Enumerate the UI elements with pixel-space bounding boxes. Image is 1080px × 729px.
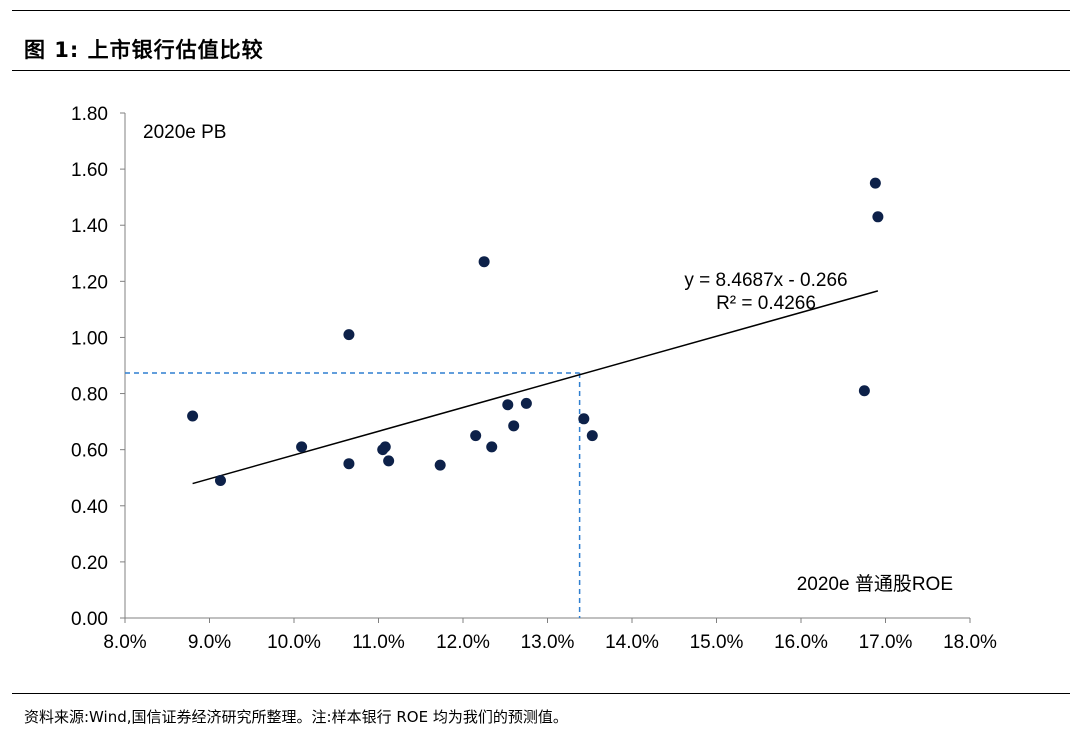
y-tick-label: 1.60 — [71, 160, 108, 181]
data-point — [486, 441, 498, 453]
data-points — [187, 177, 884, 487]
y-tick-label: 0.20 — [71, 553, 108, 574]
trendline — [192, 290, 879, 485]
x-tick-label: 17.0% — [859, 632, 913, 653]
bottom-rule — [12, 693, 1070, 694]
x-tick-label: 14.0% — [605, 632, 659, 653]
data-point — [478, 256, 490, 268]
data-point — [383, 455, 395, 467]
data-point — [187, 410, 199, 422]
y-tick-label: 0.00 — [71, 609, 108, 630]
trendline-equation: y = 8.4687x - 0.266 — [684, 270, 847, 291]
data-point — [296, 441, 308, 453]
y-tick-label: 1.80 — [71, 104, 108, 125]
y-tick-label: 0.40 — [71, 497, 108, 518]
y-tick-label: 1.40 — [71, 216, 108, 237]
data-point — [858, 385, 870, 397]
y-tick-label: 0.60 — [71, 441, 108, 462]
data-point — [872, 211, 884, 223]
figure-title: 图 1: 上市银行估值比较 — [24, 38, 264, 62]
scatter-chart: 0.00 0.20 0.40 0.60 0.80 1.00 1.20 1.40 1.60 1.80… — [71, 104, 997, 653]
y-tick-label: 1.00 — [71, 328, 108, 349]
data-point — [343, 458, 355, 470]
x-tick-label: 13.0% — [521, 632, 575, 653]
trendline-group — [192, 290, 879, 485]
x-tick-label: 9.0% — [188, 632, 231, 653]
x-axis-label: 2020e 普通股ROE — [797, 573, 953, 595]
x-tick-label: 11.0% — [352, 632, 405, 653]
x-tick-label: 18.0% — [943, 632, 997, 653]
top-rule — [12, 10, 1070, 11]
data-point — [869, 177, 881, 189]
x-tick-label: 8.0% — [103, 632, 146, 653]
x-tick-label: 15.0% — [690, 632, 744, 653]
data-point — [578, 413, 590, 425]
x-tick-label: 12.0% — [436, 632, 490, 653]
x-tick-label: 16.0% — [774, 632, 828, 653]
data-point — [520, 397, 532, 409]
reference-lines — [125, 372, 581, 618]
data-point — [470, 430, 482, 442]
data-point — [343, 329, 355, 341]
y-tick-label: 0.80 — [71, 385, 108, 406]
source-note: 资料来源:Wind,国信证券经济研究所整理。注:样本银行 ROE 均为我们的预测… — [24, 708, 568, 726]
y-axis-label: 2020e PB — [143, 122, 226, 143]
title-rule — [12, 70, 1070, 71]
data-point — [502, 399, 514, 411]
data-point — [508, 420, 520, 432]
x-tick-label: 10.0% — [267, 632, 321, 653]
trendline-r-squared: R² = 0.4266 — [716, 293, 816, 314]
data-point — [379, 441, 391, 453]
data-point — [434, 459, 446, 471]
y-axis: 0.00 0.20 0.40 0.60 0.80 1.00 1.20 1.40 1.60 1.80 — [71, 104, 126, 630]
data-point — [214, 475, 226, 487]
y-tick-label: 1.20 — [71, 272, 108, 293]
data-point — [586, 430, 598, 442]
x-axis: 8.0% 9.0% 10.0% 11.0% 12.0% 13.0% 14.0% 15.0% 16… — [103, 617, 997, 653]
